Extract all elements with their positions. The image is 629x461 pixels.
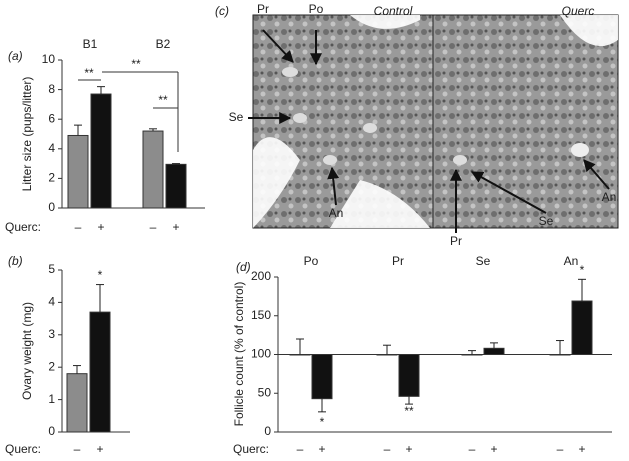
group-label: B1 (83, 37, 98, 51)
condition-label: – (74, 442, 81, 456)
condition-label: – (150, 220, 157, 234)
y-tick-label: 200 (251, 269, 271, 283)
condition-label: + (490, 442, 497, 456)
x-axis-label: Querc: (5, 220, 41, 234)
y-tick-label: 4 (48, 295, 55, 309)
y-tick-label: 50 (258, 385, 272, 399)
condition-label: – (75, 220, 82, 234)
marker-label: An (602, 190, 617, 204)
panel-label: (d) (236, 260, 251, 274)
y-tick-label: 0 (48, 200, 55, 214)
marker-label: Se (229, 110, 244, 124)
condition-label: + (97, 220, 104, 234)
y-tick-label: 10 (42, 52, 56, 66)
y-tick-label: 150 (251, 308, 271, 322)
significance-label: ** (131, 57, 141, 71)
micrograph (252, 14, 619, 229)
bar (142, 130, 164, 209)
image-title: Querc (562, 4, 595, 18)
bar (571, 300, 593, 355)
significance-label: ** (404, 404, 414, 418)
bar (483, 347, 505, 355)
group-label: An (564, 254, 579, 268)
bar (311, 354, 333, 400)
significance-label: * (580, 263, 585, 277)
marker-arrow (470, 171, 547, 214)
condition-label: + (172, 220, 179, 234)
condition-label: – (557, 442, 564, 456)
group-label: B2 (156, 37, 171, 51)
marker-arrow (583, 159, 610, 190)
marker-label: Pr (257, 2, 269, 16)
significance-label: * (98, 268, 103, 282)
bar (549, 354, 571, 356)
y-tick-label: 1 (48, 392, 55, 406)
marker-label: Po (309, 2, 324, 16)
bar (461, 354, 483, 356)
y-tick-label: 6 (48, 111, 55, 125)
y-tick-label: 4 (48, 141, 55, 155)
significance-label: * (320, 415, 325, 429)
bar (89, 311, 111, 433)
condition-label: + (405, 442, 412, 456)
group-label: Po (304, 254, 319, 268)
y-tick-label: 5 (48, 262, 55, 276)
x-axis-label: Querc: (5, 442, 41, 456)
y-axis-label: Follicle count (% of control) (232, 282, 246, 427)
y-tick-label: 0 (264, 424, 271, 438)
x-axis-label: Querc: (233, 442, 269, 456)
marker-label: Pr (450, 234, 462, 248)
y-tick-label: 3 (48, 327, 55, 341)
panel-label: (a) (8, 49, 23, 63)
y-tick-label: 100 (251, 347, 271, 361)
condition-label: + (318, 442, 325, 456)
group-label: Pr (392, 254, 404, 268)
group-label: Se (476, 254, 491, 268)
significance-label: ** (84, 66, 94, 80)
marker-arrow (262, 29, 294, 63)
y-tick-label: 8 (48, 82, 55, 96)
bar (66, 373, 88, 433)
condition-label: – (297, 442, 304, 456)
condition-label: – (469, 442, 476, 456)
condition-label: + (96, 442, 103, 456)
y-tick-label: 2 (48, 171, 55, 185)
image-title: Control (374, 4, 413, 18)
panel-label: (b) (8, 254, 23, 268)
y-axis-label: Litter size (pups/litter) (20, 77, 34, 192)
significance-label: ** (158, 93, 168, 107)
panel-label: (c) (215, 4, 229, 18)
y-tick-label: 2 (48, 359, 55, 373)
y-tick-label: 0 (48, 424, 55, 438)
marker-label: Se (539, 214, 554, 228)
bar (398, 354, 420, 397)
condition-label: + (578, 442, 585, 456)
bar (67, 134, 89, 209)
y-axis-label: Ovary weight (mg) (20, 302, 34, 400)
marker-arrow (327, 166, 340, 206)
bar (165, 163, 187, 209)
marker-label: An (329, 206, 344, 220)
bar (376, 354, 398, 356)
condition-label: – (384, 442, 391, 456)
bar (90, 93, 112, 209)
bar (289, 354, 311, 356)
